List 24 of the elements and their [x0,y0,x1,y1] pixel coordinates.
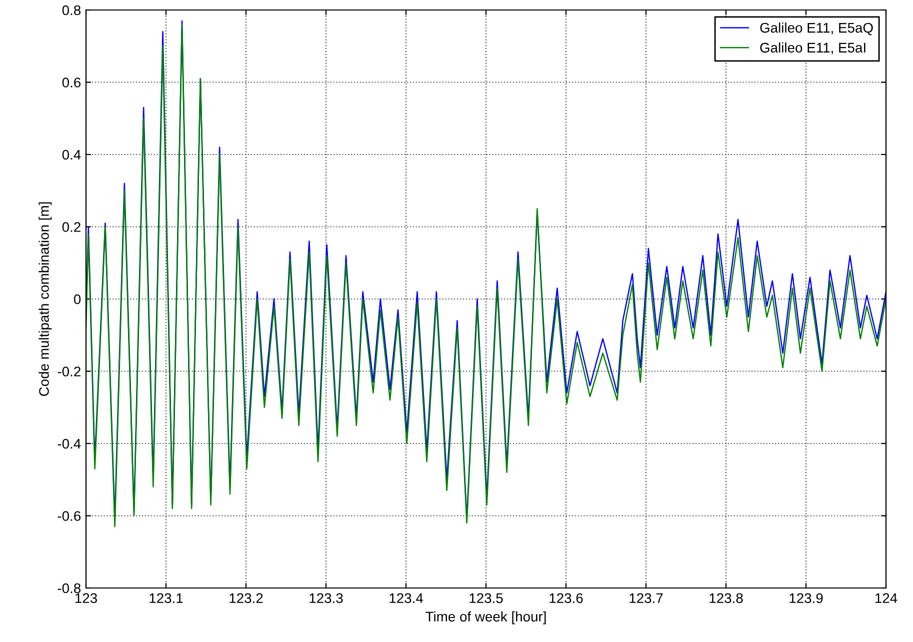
x-tick-label: 123.7 [630,593,663,604]
x-tick-label: 123.9 [790,593,823,604]
x-tick-label: 123.4 [390,593,423,604]
y-tick-label: 0.6 [62,78,81,88]
x-tick-label: 123 [75,593,97,604]
y-tick-label: -0.4 [58,438,81,449]
y-tick-label: 0.8 [62,5,81,16]
legend-label: Galileo E11, E5aQ [760,22,873,36]
y-tick-label: -0.2 [58,366,80,376]
x-tick-label: 124 [875,593,898,603]
x-tick-label: 123.8 [710,593,743,604]
x-tick-label: 123.3 [310,593,343,604]
x-tick-label: 123.6 [550,593,583,604]
y-tick-label: 0.2 [62,222,80,232]
y-tick-label: -0.6 [58,511,81,521]
x-tick-label: 123.1 [150,593,183,604]
y-axis-title: Code multipath combination [m] [38,202,52,396]
x-tick-label: 123.5 [470,593,503,604]
y-tick-label: -0.8 [58,583,81,594]
legend-label: Galileo E11, E5aI [760,42,866,54]
y-tick-label: 0 [74,294,81,304]
y-tick-label: 0.4 [62,150,81,160]
x-tick-label: 123.2 [230,593,263,604]
x-axis-title: Time of week [hour] [426,611,546,624]
